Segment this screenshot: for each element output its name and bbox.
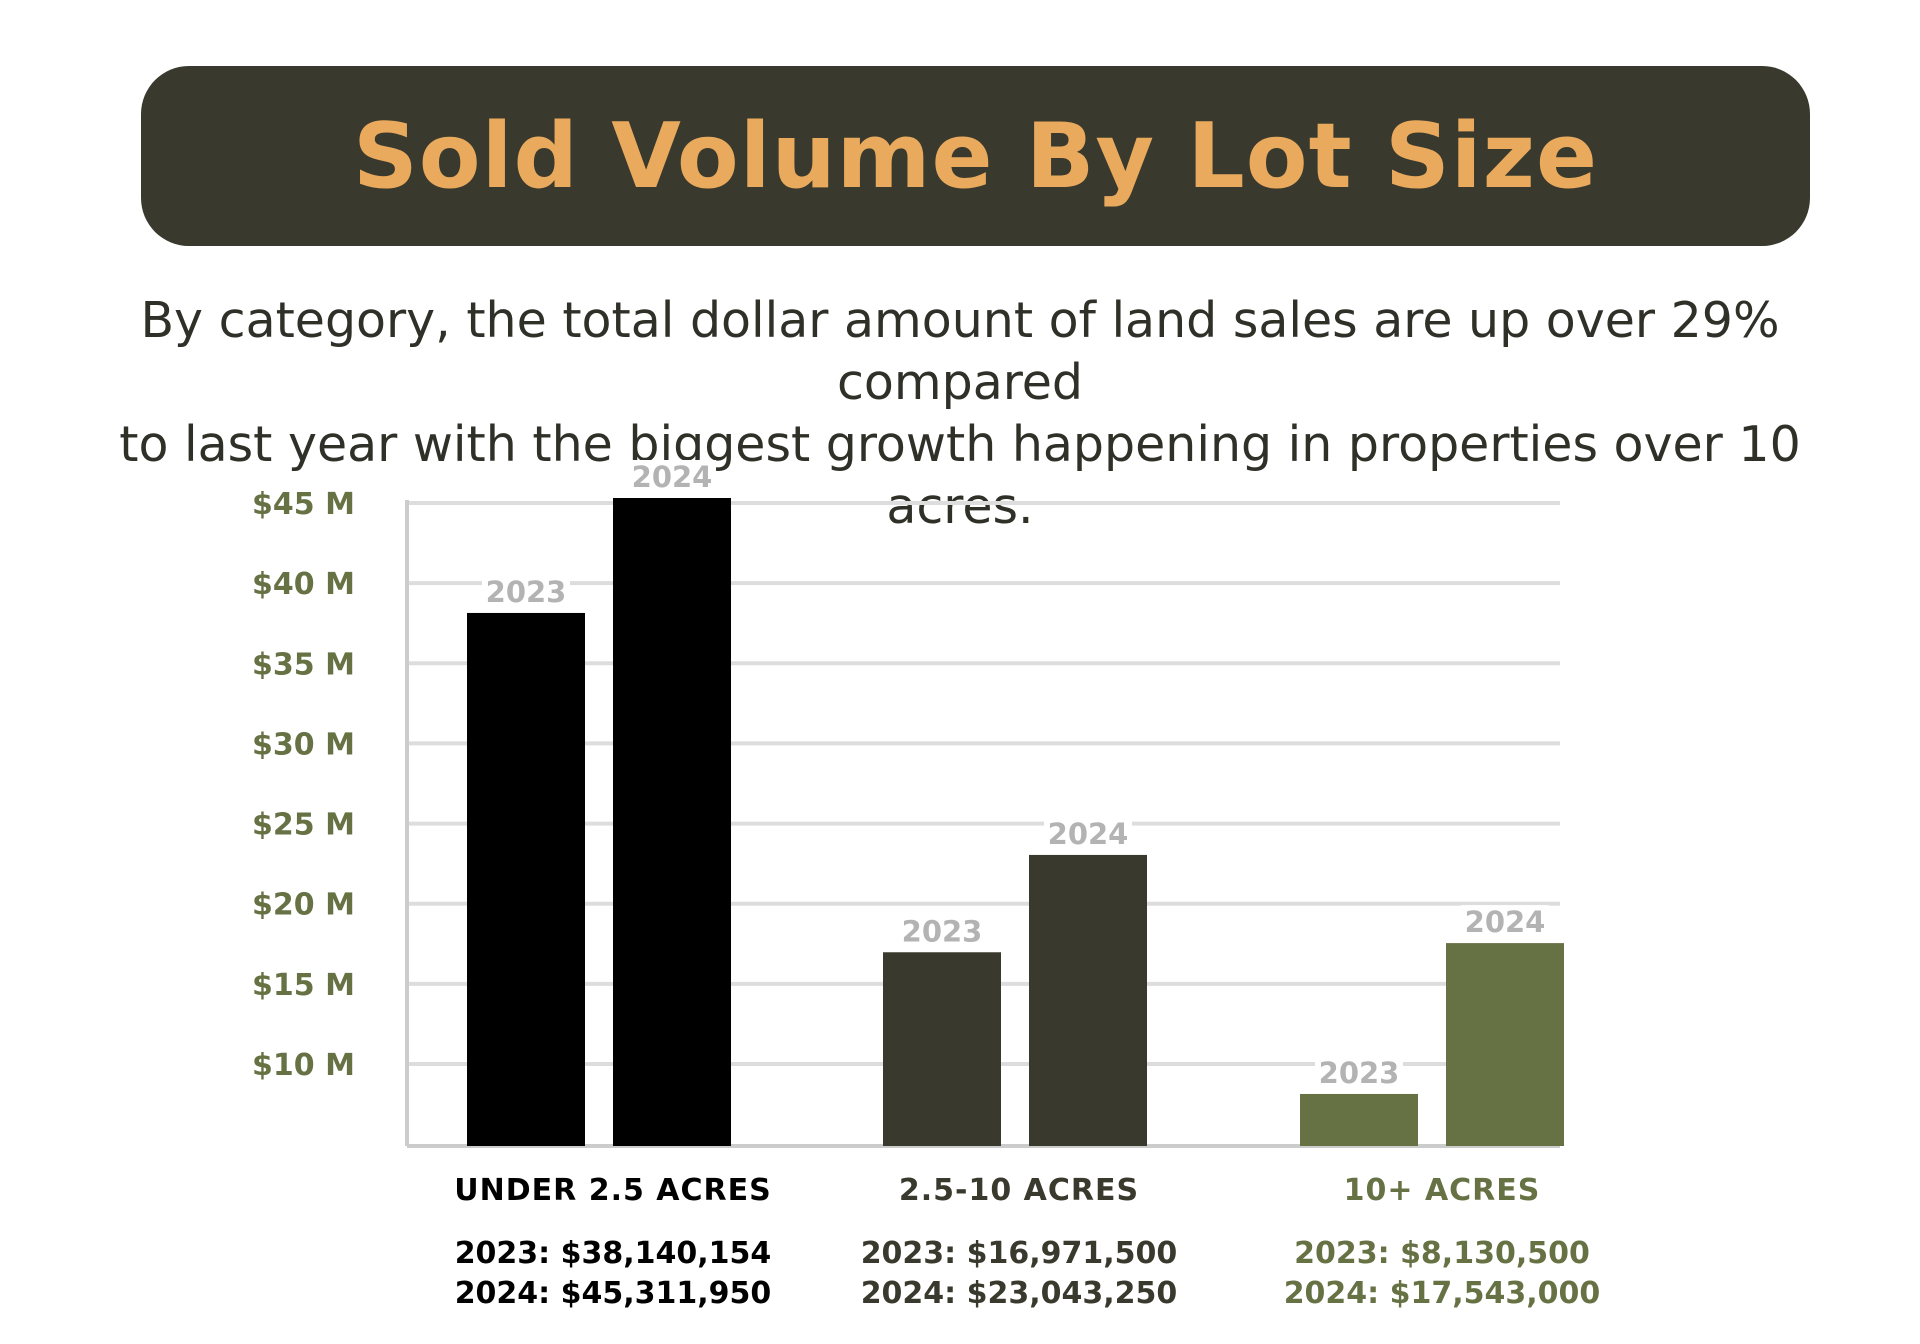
bar-year-label: 2023 <box>486 575 567 609</box>
value-2024: 2024: $23,043,250 <box>860 1276 1178 1311</box>
bar-label-bg <box>628 459 716 490</box>
subtitle-line-1: By category, the total dollar amount of … <box>140 292 1780 411</box>
bar-label-bg <box>1315 1055 1403 1086</box>
bar-2024 <box>1446 943 1564 1146</box>
bar-label-bg <box>482 574 570 605</box>
bar-year-label: 2024 <box>1465 905 1546 939</box>
category-name: UNDER 2.5 ACRES <box>454 1173 772 1208</box>
chart-title: Sold Volume By Lot Size <box>352 103 1599 209</box>
y-tick-label: $30 M <box>252 727 355 762</box>
y-tick-label: $10 M <box>252 1048 355 1083</box>
category-name: 2.5-10 ACRES <box>898 1173 1140 1208</box>
bar-2024 <box>613 497 731 1146</box>
value-2023: 2023: $8,130,500 <box>1294 1236 1590 1271</box>
bar-label-bg <box>1461 905 1549 936</box>
bar-year-label: 2023 <box>902 914 983 948</box>
category-block-2-5-10: 2.5-10 ACRES 2023: $16,971,500 2024: $23… <box>809 1173 1229 1314</box>
category-values: 2023: $8,130,500 2024: $17,543,000 <box>1232 1234 1652 1314</box>
y-tick-label: $25 M <box>252 808 355 843</box>
bar-2023 <box>1300 1093 1418 1146</box>
category-block-under-2-5: UNDER 2.5 ACRES 2023: $38,140,154 2024: … <box>403 1173 823 1314</box>
y-tick-label: $15 M <box>252 968 355 1003</box>
value-2024: 2024: $45,311,950 <box>454 1276 772 1311</box>
y-tick-label: $45 M <box>252 487 355 522</box>
category-values: 2023: $16,971,500 2024: $23,043,250 <box>809 1234 1229 1314</box>
value-2023: 2023: $38,140,154 <box>454 1236 772 1271</box>
chart-subtitle: By category, the total dollar amount of … <box>40 290 1880 538</box>
y-tick-label: $35 M <box>252 647 355 682</box>
bar-year-label: 2024 <box>632 460 713 494</box>
value-2023: 2023: $16,971,500 <box>860 1236 1178 1271</box>
bar-2024 <box>1029 854 1147 1146</box>
bar-label-bg <box>898 914 986 945</box>
bar-label-bg <box>1044 816 1132 847</box>
category-values: 2023: $38,140,154 2024: $45,311,950 <box>403 1234 823 1314</box>
y-tick-label: $40 M <box>252 567 355 602</box>
bar-year-label: 2024 <box>1048 817 1129 851</box>
y-tick-label: $20 M <box>252 888 355 923</box>
category-name: 10+ ACRES <box>1343 1173 1541 1208</box>
value-2024: 2024: $17,543,000 <box>1283 1276 1601 1311</box>
bar-2023 <box>467 612 585 1146</box>
category-block-10-plus: 10+ ACRES 2023: $8,130,500 2024: $17,543… <box>1232 1173 1652 1314</box>
bar-2023 <box>883 952 1001 1146</box>
title-banner: Sold Volume By Lot Size <box>141 66 1810 246</box>
bar-year-label: 2023 <box>1319 1056 1400 1090</box>
subtitle-line-2: to last year with the biggest growth hap… <box>119 416 1801 535</box>
